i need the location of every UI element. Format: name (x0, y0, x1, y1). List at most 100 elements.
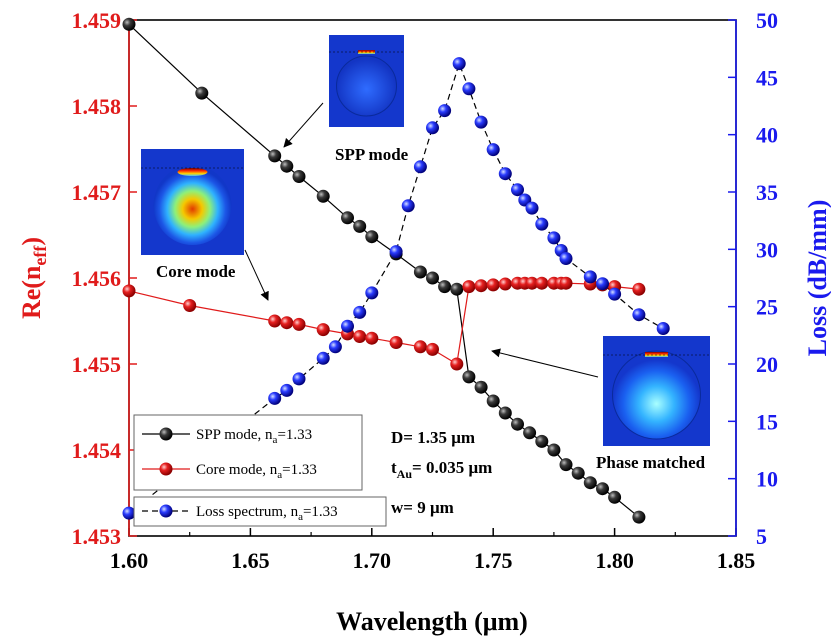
y-left-tick-label: 1.456 (72, 266, 122, 291)
core-mode-point (426, 342, 439, 356)
loss-spectrum-point (341, 319, 354, 333)
core-mode-point (268, 314, 282, 328)
loss-spectrum-point (122, 506, 136, 520)
param-t: tAu= 0.035 μm (391, 458, 492, 481)
y-left-tick-label: 1.454 (72, 438, 122, 463)
x-tick-label: 1.80 (595, 548, 634, 573)
spp-mode-point (292, 170, 306, 183)
core-mode-point (535, 276, 549, 290)
core-mode-point (353, 330, 367, 343)
legend-loss-marker (159, 504, 173, 518)
y-right-tick-label: 25 (756, 295, 778, 320)
loss-spectrum-point (656, 322, 670, 335)
spp-mode-point (268, 149, 282, 163)
core-mode-point (292, 317, 306, 331)
phase-matched-arrow (491, 348, 599, 378)
core-mode-point (316, 323, 330, 337)
y-right-tick-label: 20 (756, 352, 778, 377)
legend: SPP mode, na=1.33 Core mode, na=1.33 Los… (133, 414, 387, 527)
spp-mode-point (438, 280, 452, 294)
spp-mode-point (122, 17, 136, 31)
core-mode-arrow (244, 249, 269, 301)
loss-spectrum-point (535, 217, 549, 231)
spp-mode-point (450, 282, 464, 296)
y-left-tick-label: 1.458 (72, 94, 122, 119)
loss-spectrum-point (280, 383, 294, 397)
param-d: D= 1.35 μm (391, 428, 475, 447)
legend-core-marker (159, 462, 173, 476)
spp-mode-inset (329, 35, 404, 127)
core-mode-point (462, 280, 476, 294)
spp-mode-point (486, 394, 500, 408)
x-tick-label: 1.85 (717, 548, 756, 573)
spp-mode-point (632, 510, 646, 524)
loss-spectrum-point (547, 231, 561, 245)
spp-mode-point (280, 159, 294, 173)
loss-spectrum-point (316, 351, 330, 365)
loss-spectrum-point (365, 286, 379, 300)
spp-mode-point (426, 271, 439, 285)
loss-spectrum-point (596, 277, 609, 291)
loss-spectrum-point (583, 270, 597, 284)
core-mode-point (474, 279, 488, 293)
core-mode-point (632, 282, 646, 296)
y-right-tick-label: 15 (756, 409, 778, 434)
phase-matched-inset (603, 336, 710, 446)
loss-spectrum-point (426, 121, 439, 135)
y-right-tick-label: 45 (756, 65, 778, 90)
spp-mode-arrow (283, 102, 324, 148)
core-mode-point (450, 357, 464, 371)
spp-mode-point (316, 189, 330, 203)
core-mode-label: Core mode (156, 262, 236, 281)
core-mode-line (128, 282, 639, 365)
core-mode-point (389, 336, 403, 349)
y-right-tick-label: 10 (756, 467, 778, 492)
core-mode-point (280, 316, 294, 330)
x-axis-title: Wavelength (μm) (336, 607, 528, 636)
spp-mode-point (559, 458, 573, 472)
right-y-axis-title: Loss (dB/mm) (803, 200, 831, 357)
spp-mode-point (353, 219, 367, 233)
legend-core-label: Core mode, na=1.33 (196, 462, 317, 481)
loss-spectrum-point (438, 104, 452, 118)
spp-mode-point (547, 443, 561, 457)
core-mode-point (486, 278, 500, 292)
left-y-axis: 1.453 1.454 1.455 1.456 1.457 1.458 1.459 (72, 8, 137, 549)
core-mode-inset (141, 149, 244, 255)
legend-loss-label: Loss spectrum, na=1.33 (196, 504, 338, 523)
y-right-tick-label: 40 (756, 123, 778, 148)
x-axis: 1.60 1.65 1.70 1.75 1.80 1.85 (110, 528, 756, 573)
core-mode-point (122, 284, 136, 298)
loss-spectrum-point (486, 143, 500, 157)
y-right-tick-label: 30 (756, 237, 778, 262)
spp-mode-point (571, 466, 585, 480)
x-tick-label: 1.65 (231, 548, 270, 573)
spp-mode-point (583, 476, 597, 490)
x-tick-label: 1.70 (353, 548, 392, 573)
loss-spectrum-point (452, 57, 466, 71)
param-w: w= 9 μm (391, 498, 454, 517)
loss-spectrum-point (292, 372, 306, 386)
legend-spp-label: SPP mode, na=1.33 (196, 427, 312, 446)
y-left-tick-label: 1.453 (72, 524, 122, 549)
y-left-tick-label: 1.457 (72, 180, 122, 205)
loss-spectrum-point (401, 199, 415, 213)
loss-spectrum-point (525, 201, 539, 215)
y-left-tick-label: 1.455 (72, 352, 122, 377)
spp-mode-line (128, 23, 640, 518)
loss-spectrum-point (353, 305, 367, 319)
spp-mode-point (413, 265, 427, 279)
spp-mode-point (365, 230, 379, 244)
phase-matched-label: Phase matched (596, 453, 706, 472)
spp-mode-point (608, 490, 622, 504)
loss-spectrum-point (632, 308, 646, 322)
y-right-tick-label: 35 (756, 180, 778, 205)
series-points (122, 17, 670, 524)
spp-mode-label: SPP mode (335, 145, 409, 164)
core-mode-point (498, 277, 512, 291)
loss-spectrum-point (608, 287, 622, 301)
y-right-tick-label: 5 (756, 524, 767, 549)
spp-mode-point (596, 482, 609, 496)
spp-mode-point (462, 370, 476, 384)
